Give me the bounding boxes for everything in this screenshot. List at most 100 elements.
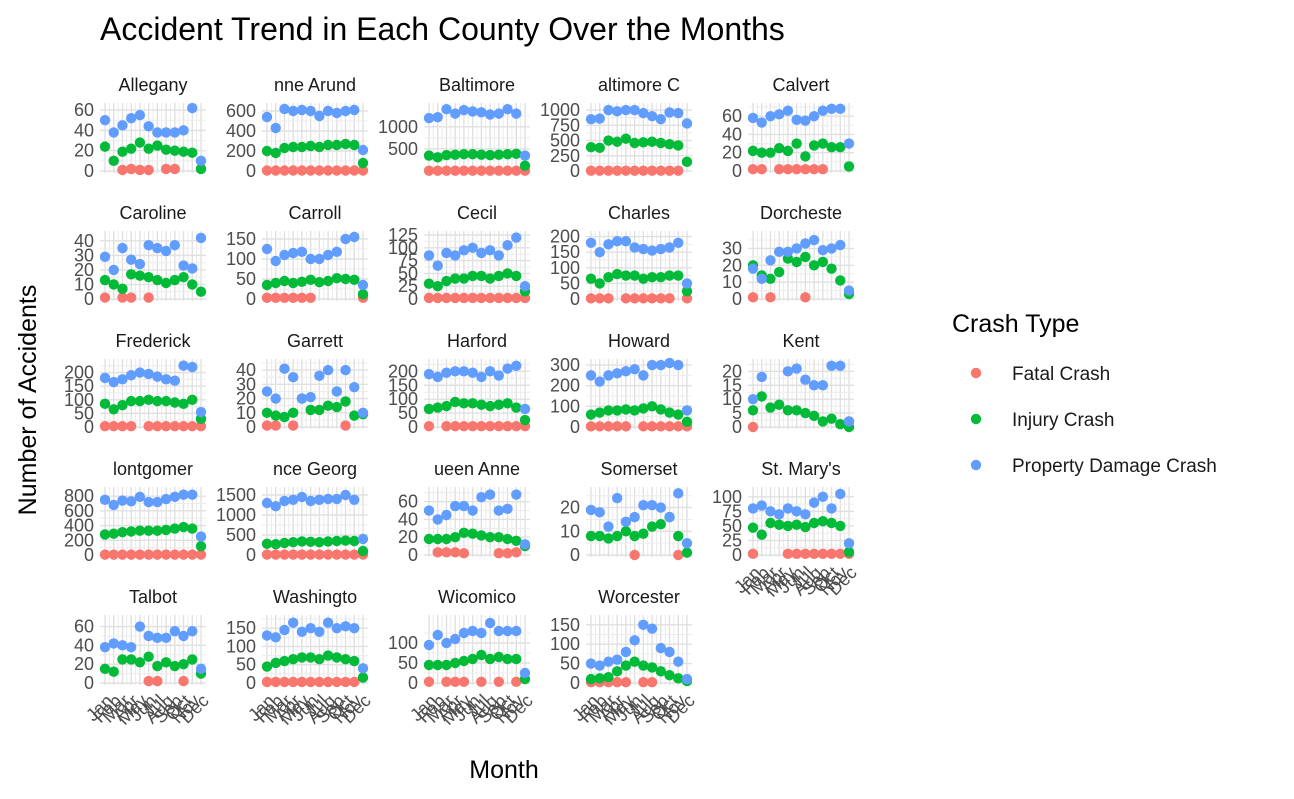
injury-point [585,530,597,542]
property-point [843,416,855,427]
injury-point [99,398,111,410]
fatal-point [340,420,351,431]
property-point [143,239,154,251]
injury-point [261,407,273,418]
strip-label: Caroline [119,203,186,223]
fatal-point [160,420,172,432]
fatal-point [261,165,273,176]
fatal-point [279,676,290,688]
strip-label: Howard [608,331,670,351]
property-point [511,360,522,371]
injury-point [178,271,189,283]
property-point [287,372,299,383]
injury-point [432,659,443,671]
fatal-point [638,293,649,304]
injury-point [125,395,137,407]
property-point [655,113,667,125]
fatal-point [296,292,308,303]
property-point [747,503,759,514]
fatal-point [826,548,837,560]
strip-label: Worcester [598,587,680,607]
y-tick-label: 15 [722,375,742,395]
fatal-point [143,420,154,432]
injury-point [817,516,829,527]
property-point [673,359,684,371]
y-tick-label: 300 [550,355,580,375]
fatal-point [287,549,299,560]
y-tick-label: 1000 [540,100,580,120]
injury-point [117,146,128,157]
y-tick-label: 0 [246,545,256,565]
property-point [331,622,343,634]
injury-point [835,275,846,286]
property-point [638,243,649,255]
property-point [305,495,316,507]
strip-label: Harford [447,331,507,351]
injury-point [594,142,605,154]
injury-point [620,404,632,415]
injury-point [800,407,811,419]
injury-point [611,530,623,542]
property-point [195,531,207,542]
property-point [314,626,325,637]
y-tick-label: 150 [388,375,418,395]
property-point [169,375,181,386]
property-point [279,495,290,507]
fatal-point [187,549,198,560]
property-point [441,509,452,521]
y-tick-label: 0 [84,673,94,693]
injury-point [826,413,837,424]
fatal-point [125,420,137,432]
property-point [108,264,119,276]
fatal-point [160,163,172,175]
property-point [160,127,172,138]
property-point [296,626,308,637]
fatal-point [747,421,759,433]
property-point [449,366,461,377]
property-point [449,108,461,119]
injury-point [817,256,829,268]
injury-point [99,529,111,540]
fatal-point [611,421,623,432]
property-point [655,502,667,513]
injury-point [187,147,198,158]
y-tick-label: 30 [74,245,94,265]
y-tick-label: 25 [398,276,418,296]
fatal-point [305,165,316,176]
y-tick-label: 0 [246,161,256,181]
y-tick-label: 0 [246,289,256,309]
fatal-point [594,165,605,176]
y-tick-label: 100 [226,636,256,656]
injury-point [143,525,154,536]
injury-point [585,409,597,420]
injury-point [594,673,605,684]
y-tick-label: 1500 [216,485,256,505]
property-point [493,625,505,637]
y-tick-label: 40 [74,635,94,655]
fatal-point [314,676,325,688]
property-point [791,114,802,126]
property-point [340,489,351,501]
property-point [646,110,658,122]
property-point [594,246,605,258]
y-tick-label: 0 [84,161,94,181]
y-tick-label: 0 [246,673,256,693]
injury-point [638,273,649,284]
fatal-point [782,548,794,560]
y-tick-label: 200 [64,363,94,383]
property-point [502,625,513,637]
injury-point [664,270,675,281]
injury-point [423,278,435,289]
injury-point [340,535,351,546]
fatal-point [169,420,181,432]
fatal-point [476,292,487,304]
fatal-point [423,420,435,432]
y-tick-label: 0 [570,289,580,309]
fatal-point [287,292,299,303]
property-point [178,360,189,371]
